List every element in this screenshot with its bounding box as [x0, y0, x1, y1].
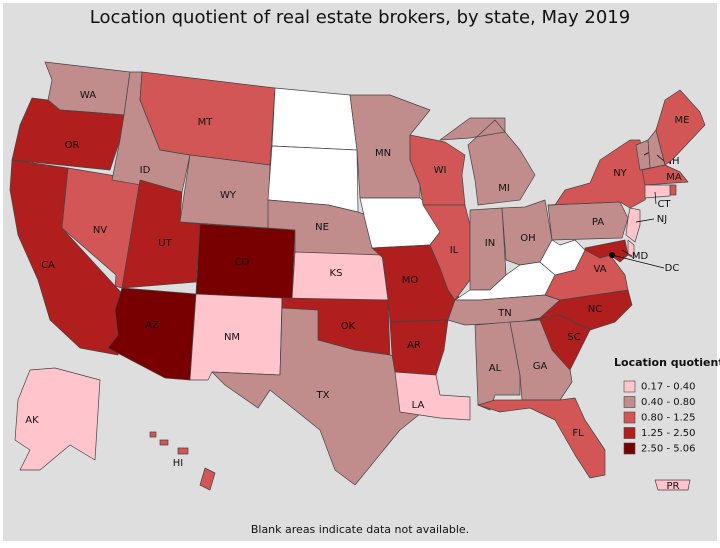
- legend-label: 0.17 - 0.40: [641, 382, 696, 393]
- states: WA OR CA NV ID MT WY UT CO AZ NM NE KS OK TX MN MO AR LA WI…: [9, 61, 706, 492]
- state-label: HI: [173, 458, 183, 469]
- state-shape: [669, 184, 677, 196]
- state-label: AK: [25, 415, 39, 426]
- state-label: NM: [224, 332, 240, 343]
- state-label: KS: [330, 268, 343, 279]
- legend-label: 2.50 - 5.06: [641, 444, 696, 455]
- state-label: NE: [315, 222, 329, 233]
- state-label: OK: [341, 321, 356, 332]
- state-label: PR: [667, 481, 680, 492]
- state-label: OH: [520, 233, 535, 244]
- state-shape: [422, 204, 471, 301]
- state-label: FL: [572, 428, 584, 439]
- state-label: GA: [533, 361, 548, 372]
- legend-title: Location quotient: [614, 356, 720, 369]
- state-label: IN: [485, 238, 495, 249]
- state-label: VA: [593, 264, 606, 275]
- legend-swatch: [623, 396, 636, 408]
- state-label: MT: [198, 117, 214, 128]
- legend-label: 1.25 - 2.50: [641, 428, 696, 439]
- state-label: ME: [675, 115, 690, 126]
- state-shape: [654, 479, 691, 491]
- state-label: NH: [665, 156, 680, 167]
- leader-line: [656, 154, 665, 162]
- state-shape: [149, 431, 216, 491]
- state-label: MN: [375, 148, 391, 159]
- state-label: ID: [140, 165, 151, 176]
- state-shape: [394, 371, 471, 421]
- state-shape: [469, 207, 507, 291]
- state-shape: [644, 184, 671, 199]
- leader-line: [635, 218, 655, 223]
- state-label: WY: [220, 190, 237, 201]
- footnote: Blank areas indicate data not available.: [251, 523, 469, 536]
- state-shape: [211, 307, 426, 486]
- state-label: NY: [613, 168, 627, 179]
- legend-label: 0.80 - 1.25: [641, 413, 696, 424]
- state-label: MD: [632, 251, 649, 262]
- leader-line: [621, 249, 633, 257]
- state-shape: [11, 97, 125, 171]
- state-label: CT: [657, 199, 671, 210]
- state-label: UT: [158, 238, 172, 249]
- state-shape: [641, 164, 689, 186]
- state-label: WI: [434, 165, 447, 176]
- state-label: MO: [402, 275, 419, 286]
- state-label: SC: [567, 332, 580, 343]
- legend-swatch: [623, 442, 636, 455]
- state-shape: [477, 397, 606, 479]
- state-shape: [625, 207, 641, 243]
- state-label: TN: [497, 308, 512, 319]
- state-label: AZ: [145, 320, 159, 331]
- state-label: CO: [235, 257, 250, 268]
- state-label: PA: [592, 217, 604, 228]
- legend-swatch: [623, 411, 636, 424]
- state-label: NV: [93, 225, 107, 236]
- state-shape: [655, 89, 706, 166]
- state-label: IL: [450, 245, 459, 256]
- state-label: OR: [65, 140, 80, 151]
- state-label: LA: [412, 400, 425, 411]
- legend: Location quotient 0.17 - 0.40 0.40 - 0.80 0…: [614, 356, 720, 455]
- leader-line: [654, 191, 657, 205]
- state-label: NC: [588, 304, 602, 315]
- legend-label: 0.40 - 0.80: [641, 397, 696, 408]
- state-label: AL: [489, 363, 502, 374]
- state-shape: [271, 87, 358, 151]
- state-label: NJ: [657, 214, 667, 225]
- state-label: TX: [316, 390, 330, 401]
- state-label: DC: [665, 263, 680, 274]
- state-shape: [547, 201, 629, 241]
- state-shape: [439, 117, 536, 206]
- legend-swatch: [623, 380, 636, 393]
- state-label: CA: [41, 260, 55, 271]
- state-label: AR: [407, 340, 421, 351]
- state-shape: [539, 239, 586, 276]
- state-label: WA: [80, 90, 96, 101]
- title: Location quotient of real estate brokers…: [90, 7, 630, 28]
- state-shape: [627, 239, 635, 259]
- state-shape: [14, 367, 101, 471]
- state-label: MI: [498, 183, 510, 194]
- state-label: MA: [666, 172, 682, 183]
- legend-swatch: [623, 427, 636, 439]
- leader-line: [611, 254, 665, 269]
